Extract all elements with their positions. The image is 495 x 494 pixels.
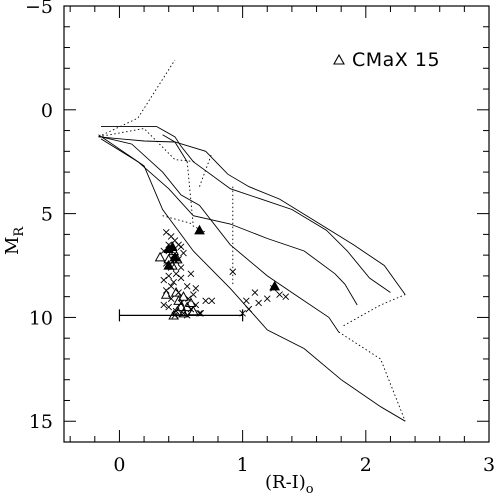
y-axis-label: MR [2, 226, 27, 255]
cross-point [245, 305, 253, 313]
x-tick-label: 3 [483, 454, 495, 476]
cross-point [229, 268, 237, 276]
cross-point [190, 291, 197, 298]
x-axis-label: (R-I)o [265, 472, 314, 494]
axis-tick-labels: 0 1 2 3 −5 0 5 10 15 [25, 0, 495, 476]
data-points [154, 224, 290, 320]
filled-triangle-point [194, 224, 205, 235]
dotted-curve [343, 294, 406, 327]
dotted-curve [186, 161, 206, 233]
dotted-curve [98, 59, 176, 138]
solid-curve [162, 134, 188, 162]
cross-point [167, 295, 175, 303]
cross-point [177, 264, 185, 271]
cross-point [183, 282, 191, 290]
y-tick-label: 0 [41, 100, 53, 122]
dotted-curve [338, 331, 406, 422]
y-tick-label: −5 [25, 0, 53, 18]
cross-point [167, 282, 175, 290]
y-tick-label: 10 [29, 307, 53, 329]
cross-point [160, 276, 168, 284]
reference-curves [98, 59, 406, 422]
cross-point [165, 272, 173, 280]
solid-curve [101, 125, 391, 293]
filled-triangle-point [269, 280, 281, 291]
solid-curve [98, 136, 406, 295]
legend-label: CMaX 15 [352, 49, 440, 71]
legend: CMaX 15 [333, 49, 440, 71]
cross-point [177, 274, 185, 282]
y-tick-label: 5 [41, 204, 53, 226]
cross-point [202, 297, 209, 305]
cross-point [187, 270, 195, 278]
cross-point [251, 289, 259, 296]
x-tick-label: 0 [113, 454, 125, 476]
legend-open-triangle-marker [333, 53, 345, 65]
solid-curve [100, 136, 340, 333]
filled-triangle-point [163, 259, 175, 270]
axis-ticks [64, 5, 490, 443]
cross-point [276, 291, 283, 298]
x-tick-label: 2 [360, 454, 372, 476]
open-triangle-point [178, 307, 189, 318]
plot-frame [63, 5, 490, 443]
open-triangle-point [185, 297, 197, 307]
cross-point [255, 299, 262, 307]
solid-curve [98, 134, 406, 422]
cross-point [192, 285, 200, 292]
cross-point [162, 228, 170, 236]
dotted-curve [98, 128, 196, 163]
error-bar [118, 309, 244, 322]
open-triangle-point [154, 251, 166, 262]
cross-point [282, 293, 290, 300]
open-triangle-point [175, 301, 187, 312]
filled-triangle-point [167, 241, 178, 251]
cross-point [263, 295, 271, 303]
cross-point [208, 297, 216, 305]
open-triangle-point [178, 291, 189, 301]
filled-triangle-point [169, 251, 181, 262]
dotted-curve [199, 153, 213, 187]
y-tick-label: 15 [29, 411, 53, 433]
cross-point [180, 249, 187, 257]
cross-point [165, 303, 173, 311]
cross-point [175, 241, 182, 249]
solid-curve [100, 138, 358, 306]
cross-point [243, 297, 250, 305]
cross-point [172, 270, 180, 278]
dotted-curve [162, 215, 194, 225]
open-triangle-point [160, 289, 172, 299]
cross-point [160, 301, 168, 309]
open-triangle-point [170, 286, 182, 297]
cross-point [170, 278, 177, 286]
x-tick-label: 1 [237, 454, 249, 476]
